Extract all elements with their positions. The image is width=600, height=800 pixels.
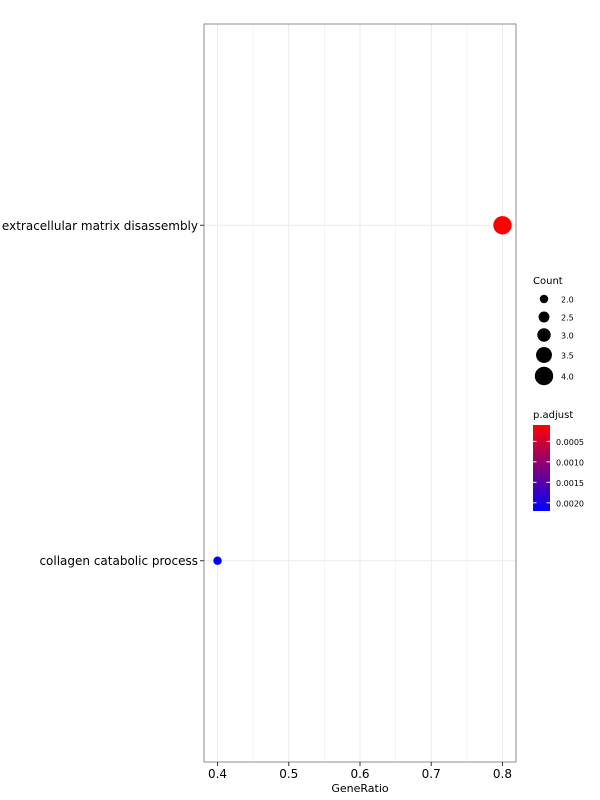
count-legend-key — [539, 294, 549, 304]
count-legend-label: 4.0 — [561, 373, 574, 382]
y-tick-label: collagen catabolic process — [39, 554, 198, 568]
x-tick-label: 0.8 — [493, 767, 512, 781]
count-legend-key — [537, 328, 551, 342]
count-legend-label: 3.5 — [561, 352, 574, 361]
points-layer — [213, 216, 512, 565]
x-tick-label: 0.6 — [350, 767, 369, 781]
data-point — [493, 216, 512, 235]
count-legend-key — [536, 347, 552, 363]
x-tick-label: 0.7 — [422, 767, 441, 781]
p-adjust-label: 0.0020 — [556, 499, 584, 508]
count-legend-key — [538, 311, 550, 323]
p-adjust-legend: p.adjust 0.0005 0.0010 0.0015 0.0020 — [533, 410, 584, 511]
x-axis-title: GeneRatio — [331, 782, 389, 795]
y-tick-label: extracellular matrix disassembly — [2, 219, 198, 233]
p-adjust-label: 0.0015 — [556, 479, 584, 488]
p-adjust-colorbar — [533, 425, 550, 511]
x-axis: 0.4 0.5 0.6 0.7 0.8 — [208, 762, 512, 781]
count-legend-label: 2.5 — [561, 314, 574, 323]
p-adjust-legend-title: p.adjust — [533, 410, 573, 421]
count-legend-key — [534, 366, 554, 386]
y-axis: extracellular matrix disassembly collagen… — [2, 219, 204, 568]
x-tick-label: 0.4 — [208, 767, 227, 781]
data-point — [213, 556, 222, 565]
count-legend-title: Count — [533, 276, 563, 287]
p-adjust-label: 0.0005 — [556, 438, 584, 447]
x-tick-label: 0.5 — [279, 767, 298, 781]
count-legend-label: 3.0 — [561, 332, 574, 341]
count-legend-label: 2.0 — [561, 296, 574, 305]
count-legend: Count 2.0 2.5 3.0 3.5 4.0 — [533, 276, 574, 386]
grid-layer — [204, 24, 516, 762]
p-adjust-label: 0.0010 — [556, 458, 584, 467]
